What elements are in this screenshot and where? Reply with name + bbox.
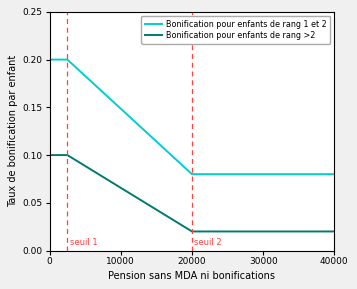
- Bonification pour enfants de rang >2: [190, 230, 194, 233]
- Bonification pour enfants de rang >2: [332, 230, 337, 233]
- Bonification pour enfants de rang 1 et 2: [65, 58, 70, 61]
- Bonification pour enfants de rang 1 et 2: [190, 173, 194, 176]
- Y-axis label: Taux de bonification par enfant: Taux de bonification par enfant: [8, 55, 18, 207]
- Text: seuil 2: seuil 2: [194, 238, 222, 247]
- Text: seuil 1: seuil 1: [70, 238, 97, 247]
- Bonification pour enfants de rang >2: [47, 153, 52, 157]
- Bonification pour enfants de rang 1 et 2: [332, 173, 337, 176]
- Line: Bonification pour enfants de rang 1 et 2: Bonification pour enfants de rang 1 et 2: [50, 60, 335, 174]
- Bonification pour enfants de rang 1 et 2: [47, 58, 52, 61]
- X-axis label: Pension sans MDA ni bonifications: Pension sans MDA ni bonifications: [109, 271, 276, 281]
- Line: Bonification pour enfants de rang >2: Bonification pour enfants de rang >2: [50, 155, 335, 231]
- Bonification pour enfants de rang >2: [65, 153, 70, 157]
- Legend: Bonification pour enfants de rang 1 et 2, Bonification pour enfants de rang >2: Bonification pour enfants de rang 1 et 2…: [141, 16, 330, 44]
